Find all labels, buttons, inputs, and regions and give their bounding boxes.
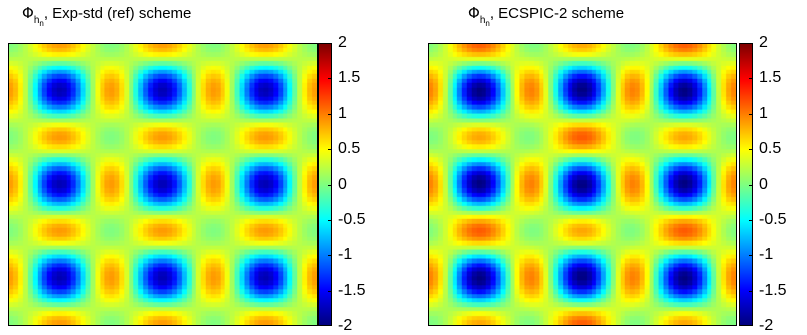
colorbar-tick-mark: [328, 78, 332, 80]
colorbar-tick-label: -1.5: [759, 281, 787, 299]
right-title-subsub: n: [485, 19, 490, 28]
colorbar-tick-mark: [328, 149, 332, 151]
colorbar-tick-mark: [749, 184, 753, 186]
colorbar-tick-label: 2: [759, 34, 768, 51]
colorbar-tick-mark: [328, 43, 332, 44]
colorbar-tick-mark: [749, 78, 753, 80]
colorbar-tick-label: -1: [338, 246, 353, 264]
colorbar-tick-mark: [749, 43, 753, 44]
left-panel: Φhn, Exp-std (ref) scheme 2 1.5 1 0.5 0 -0.5 -…: [0, 0, 400, 335]
colorbar-tick-label: -0.5: [338, 210, 366, 228]
colorbar-tick-mark: [749, 325, 753, 326]
colorbar-tick-label: -0.5: [759, 210, 787, 228]
left-heatmap: [8, 43, 318, 326]
colorbar-tick-mark: [328, 219, 332, 221]
left-title-text: , Exp-std (ref) scheme: [43, 5, 192, 22]
right-heatmap: [428, 43, 737, 326]
colorbar-tick-label: -1.5: [338, 281, 366, 299]
left-title-subsub: n: [39, 19, 44, 28]
colorbar-tick-mark: [749, 290, 753, 292]
colorbar-tick-mark: [328, 184, 332, 186]
colorbar-tick-mark: [749, 113, 753, 115]
colorbar-tick-label: -2: [338, 317, 353, 334]
colorbar-tick-label: 0.5: [759, 140, 782, 158]
colorbar-tick-label: 0.5: [338, 140, 361, 158]
colorbar-tick-mark: [328, 113, 332, 115]
colorbar-tick-label: -2: [759, 317, 774, 334]
colorbar-tick-label: 0: [759, 175, 768, 193]
right-title-text: , ECSPIC-2 scheme: [489, 5, 625, 22]
right-title-symbol: Φ: [468, 4, 480, 22]
left-title-sub: h: [33, 15, 40, 26]
colorbar-tick-label: 2: [338, 34, 347, 51]
left-title-symbol: Φ: [22, 4, 34, 22]
colorbar-tick-mark: [749, 255, 753, 257]
colorbar-tick-label: 1: [759, 104, 768, 122]
colorbar-tick-label: 1.5: [759, 69, 782, 87]
colorbar-tick-label: 1: [338, 104, 347, 122]
colorbar-tick-label: 1.5: [338, 69, 361, 87]
colorbar-tick-mark: [749, 149, 753, 151]
colorbar-tick-label: -1: [759, 246, 774, 264]
right-chart-title: Φhn, ECSPIC-2 scheme: [468, 4, 625, 28]
colorbar-tick-mark: [328, 290, 332, 292]
colorbar-tick-mark: [749, 219, 753, 221]
left-chart-title: Φhn, Exp-std (ref) scheme: [22, 4, 192, 28]
colorbar-tick-mark: [328, 255, 332, 257]
right-title-sub: h: [479, 15, 486, 26]
colorbar-tick-label: 0: [338, 175, 347, 193]
colorbar-tick-mark: [328, 325, 332, 326]
